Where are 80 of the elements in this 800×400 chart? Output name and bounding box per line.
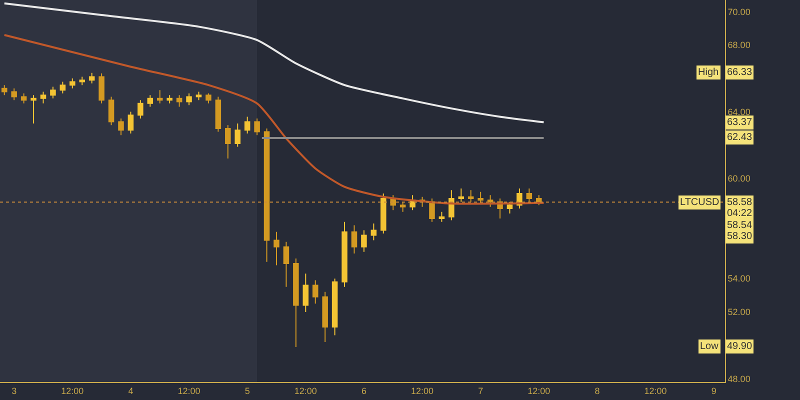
candlestick <box>215 96 222 132</box>
candlestick <box>254 118 260 136</box>
candlestick <box>400 201 406 212</box>
annotation: 58.58 <box>727 197 752 208</box>
candlestick <box>487 194 494 208</box>
y-tick-label: 52.00 <box>728 307 750 318</box>
candlestick <box>293 258 299 348</box>
candlestick <box>156 90 163 104</box>
x-tick-label: 5 <box>244 386 250 396</box>
candlestick <box>118 118 124 136</box>
candlestick <box>11 88 17 101</box>
candlestick <box>332 278 338 336</box>
candlestick <box>20 92 27 104</box>
y-tick-label: 70.00 <box>728 6 750 17</box>
candlestick <box>50 86 56 99</box>
candlestick <box>283 241 290 288</box>
candlestick <box>264 128 270 262</box>
text: 04:22 <box>727 208 752 219</box>
candlestick <box>60 81 66 94</box>
candlestick <box>138 100 144 119</box>
candlestick <box>108 96 114 126</box>
x-tick-label: 12:00 <box>294 386 317 396</box>
candlestick <box>361 230 367 252</box>
annotation: 49.90 <box>727 341 752 352</box>
y-tick-label: 48.00 <box>728 374 750 384</box>
candlestick <box>1 84 8 96</box>
candlestick <box>88 72 95 84</box>
candlestick <box>342 221 348 288</box>
annotation: High <box>698 67 719 78</box>
x-tick-label: 9 <box>711 386 716 396</box>
candlestick <box>70 78 76 89</box>
x-tick-label: 8 <box>594 386 600 396</box>
y-tick-label: 54.00 <box>728 274 750 284</box>
candlestick <box>322 291 328 342</box>
x-tick-label: 6 <box>361 386 366 396</box>
candlestick <box>40 91 46 104</box>
candlestick <box>79 76 85 86</box>
candlestick <box>458 188 464 202</box>
candlestick <box>468 190 474 202</box>
candlestick <box>30 94 36 124</box>
y-tick-label: 60.00 <box>728 174 750 184</box>
candlestick <box>225 124 231 159</box>
y-tick-label: 68.00 <box>728 40 750 50</box>
annotation: Low <box>700 341 720 352</box>
candlestick <box>370 223 377 241</box>
y-tick-label: 64.00 <box>728 106 750 117</box>
candlestick <box>380 193 386 234</box>
candlestick <box>244 116 250 134</box>
x-tick-label: 12:00 <box>178 386 200 396</box>
x-tick-label: 7 <box>478 386 484 396</box>
candlestick <box>98 72 104 104</box>
candlestick <box>234 122 240 148</box>
candlestick <box>176 94 182 108</box>
text: 58.54 <box>727 220 752 231</box>
candlestick <box>429 198 435 222</box>
candlestick <box>438 211 445 222</box>
x-tick-label: 12:00 <box>61 386 84 396</box>
candlestick <box>274 231 280 266</box>
candlestick <box>128 111 134 134</box>
x-tick-label: 12:00 <box>411 386 434 396</box>
x-tick-label: 12:00 <box>528 386 550 396</box>
candlestick <box>302 273 309 312</box>
annotation: 63.37 <box>727 117 752 128</box>
annotation: 62.43 <box>727 132 752 143</box>
x-tick-label: 12:00 <box>644 386 667 396</box>
x-tick-label: 3 <box>12 386 17 396</box>
x-tick-label: 4 <box>128 386 134 396</box>
candlestick <box>478 191 484 204</box>
candlestick <box>506 201 513 214</box>
candlestick <box>147 94 154 108</box>
candlestick <box>166 94 172 104</box>
candlestick <box>351 224 358 254</box>
candlestick <box>186 92 192 106</box>
candlestick <box>312 280 318 304</box>
annotation: LTCUSD <box>680 197 720 208</box>
text: 58.30 <box>727 231 752 242</box>
candlestick <box>206 92 212 104</box>
candlestick <box>196 91 202 101</box>
annotation: 66.33 <box>727 67 752 78</box>
candlestick <box>526 188 532 202</box>
